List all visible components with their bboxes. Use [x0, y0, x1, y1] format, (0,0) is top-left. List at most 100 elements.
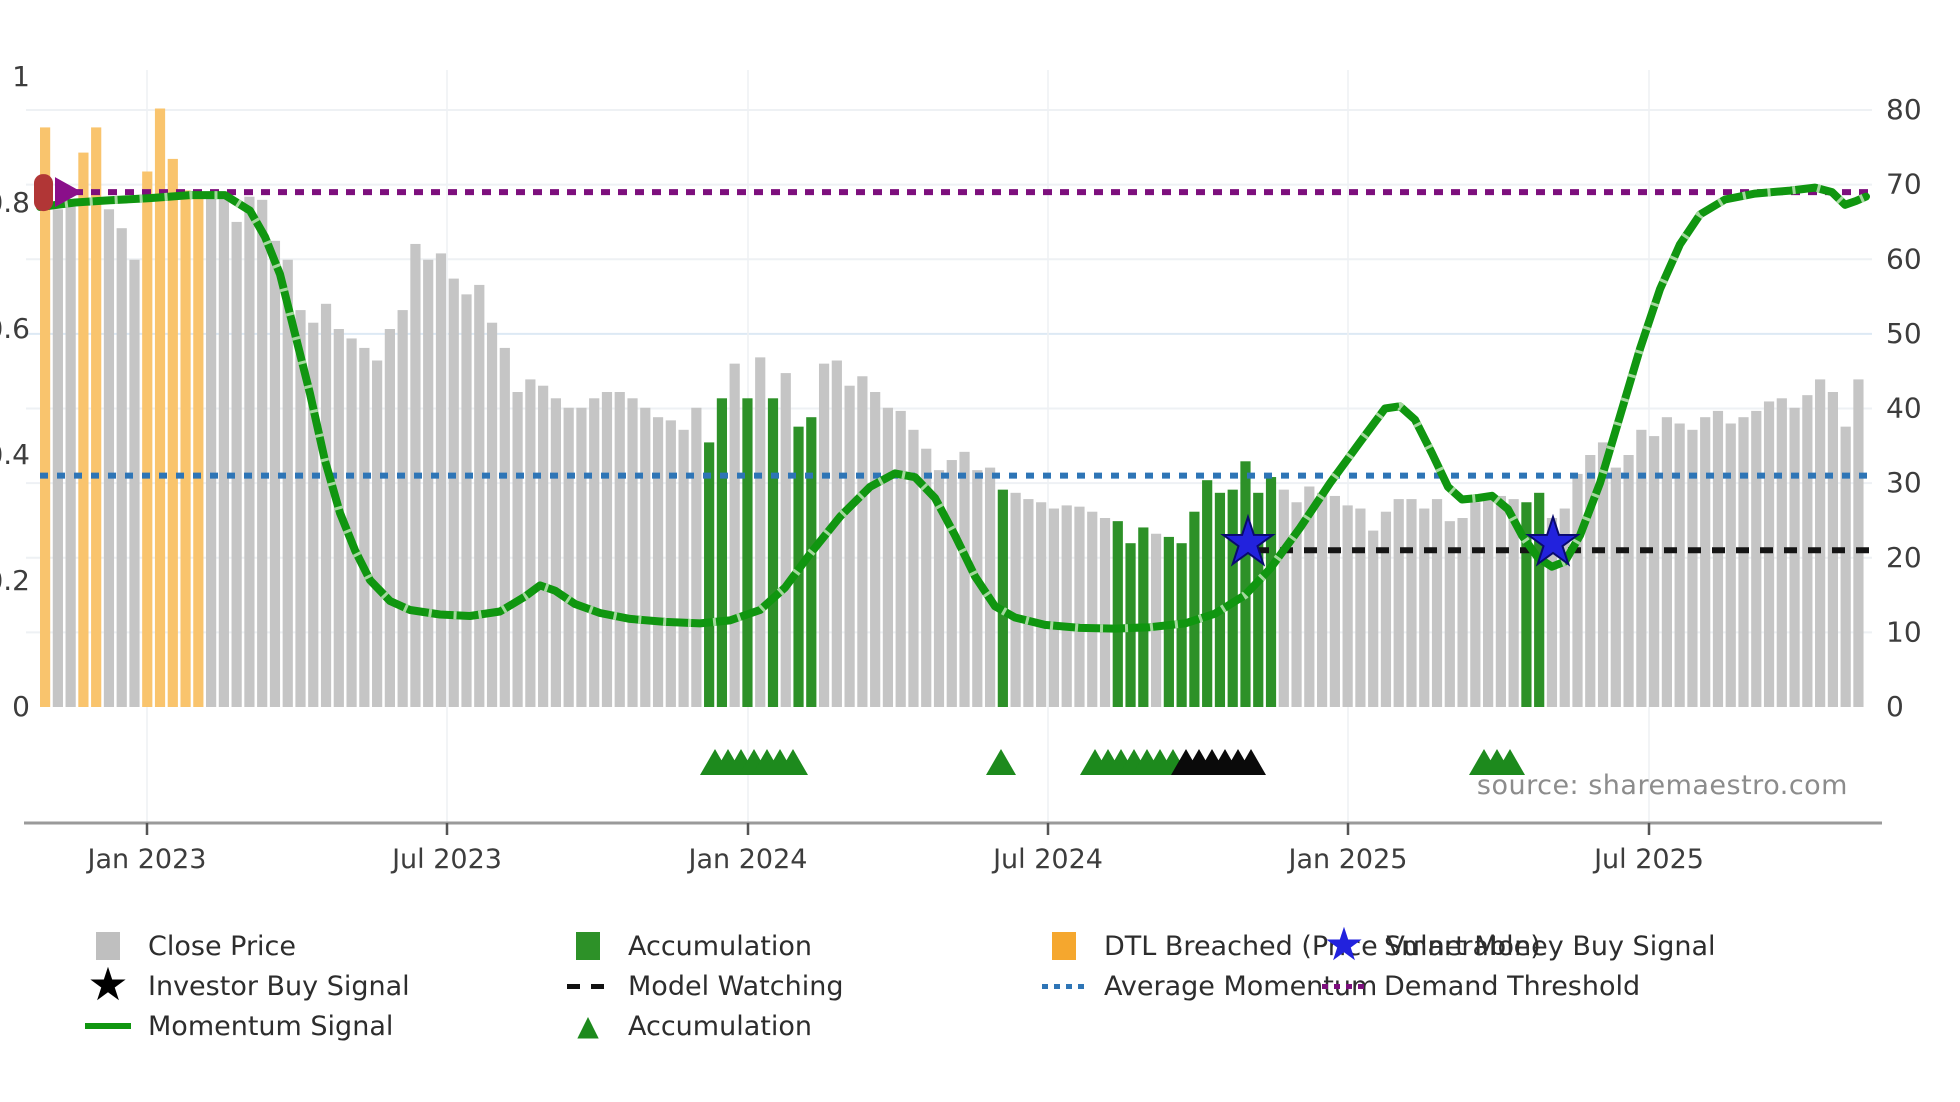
close-price-bar: [359, 347, 370, 707]
close-price-bar: [295, 310, 306, 707]
accumulation-bar: [806, 417, 817, 707]
close-price-bar: [908, 429, 919, 707]
close-price-bar: [1802, 395, 1813, 707]
legend-item-dtl-breached: DTL Breached (Price Vulnerable): [1036, 926, 1541, 966]
accumulation-bar: [742, 398, 753, 707]
close-price-bar: [844, 385, 855, 707]
right-tick-label: 50: [1886, 317, 1922, 350]
accumulation-bar: [997, 489, 1008, 707]
close-price-bar: [627, 398, 638, 707]
close-price-bar: [652, 417, 664, 707]
close-price-bar: [474, 284, 485, 707]
close-price-bar: [921, 448, 932, 707]
close-price-bar: [52, 209, 63, 708]
close-price-bar: [1087, 511, 1098, 707]
close-price-bar: [1789, 407, 1800, 707]
close-price-bar: [933, 470, 945, 707]
legend-label: Demand Threshold: [1384, 970, 1641, 1002]
close-price-bar: [1610, 467, 1621, 707]
close-price-bar: [678, 429, 689, 707]
close-price-bar: [1763, 401, 1775, 707]
close-price-bar: [231, 221, 242, 707]
close-price-bar: [1023, 499, 1034, 707]
close-price-bar: [206, 196, 217, 707]
investor-buy-triangle-icon: [1236, 749, 1266, 775]
x-tick-label: Jan 2024: [687, 844, 808, 875]
legend-label: Accumulation: [628, 930, 812, 962]
close-price-bar: [372, 360, 383, 707]
dtl-breached-bar: [167, 158, 178, 707]
close-price-bar: [1751, 410, 1762, 707]
accumulation-bar: [767, 398, 779, 707]
close-price-bar: [1738, 417, 1749, 707]
close-price-bar: [65, 203, 76, 707]
close-price-bar: [1840, 426, 1851, 707]
close-price-bar: [1712, 410, 1724, 707]
accumulation-bar: [704, 442, 715, 707]
close-price-bar: [1317, 492, 1328, 707]
right-axis-labels: 0 10 20 30 40 50 60 70 80: [1886, 93, 1922, 723]
close-price-bar: [282, 259, 293, 707]
close-price-bar: [525, 379, 536, 707]
close-price-bar: [129, 259, 140, 707]
close-price-bar: [1700, 417, 1711, 707]
green-line-icon: [85, 1023, 131, 1029]
accumulation-bar: [1265, 477, 1277, 707]
close-price-bar: [1457, 518, 1468, 707]
left-tick-label: 1: [12, 60, 30, 93]
right-tick-label: 10: [1886, 615, 1922, 648]
accumulation-bar: [1112, 521, 1123, 707]
close-price-bar: [1572, 473, 1583, 707]
close-price-swatch-icon: [96, 932, 120, 960]
legend-item-accumulation-triangle: ▲ Accumulation: [560, 1006, 843, 1046]
blue-star-icon: ★: [1323, 917, 1365, 971]
close-price-bar: [538, 385, 549, 707]
source-credit: source: sharemaestro.com: [1476, 770, 1848, 801]
left-tick-label: 0.6: [0, 312, 30, 345]
close-price-bar: [244, 196, 255, 707]
close-price-bar: [1687, 429, 1698, 707]
dtl-breached-bar: [142, 171, 153, 707]
accumulation-bar: [1214, 492, 1226, 707]
close-price-bar: [1725, 423, 1736, 707]
left-axis-labels: 0 0.2 0.4 0.6 0.8 1: [0, 60, 30, 723]
close-price-bar: [831, 360, 842, 707]
accumulation-bar: [1189, 511, 1200, 707]
accumulation-triangle-icon: [986, 749, 1016, 775]
dtl-breached-bar: [154, 108, 166, 707]
close-price-bar: [729, 363, 740, 707]
close-price-bar: [1444, 521, 1455, 707]
legend-item-smart-money-buy-signal: ★ Smart Money Buy Signal: [1316, 917, 1715, 971]
legend-label: Investor Buy Signal: [148, 970, 410, 1002]
close-price-bar: [550, 398, 561, 707]
accumulation-triangle-markers: [700, 749, 1525, 775]
x-tick-label: Jul 2024: [991, 844, 1103, 875]
close-price-bar: [870, 392, 881, 707]
close-price-bar: [1329, 495, 1340, 707]
legend-column-1: Close Price ★ Investor Buy Signal Moment…: [80, 926, 410, 1046]
close-price-bar: [1815, 379, 1826, 707]
close-price-bar: [1546, 518, 1558, 707]
close-price-bar: [397, 310, 408, 707]
green-triangle-icon: ▲: [577, 1009, 599, 1042]
legend-item-close-price: Close Price: [80, 926, 410, 966]
close-price-bar: [218, 196, 229, 707]
investor-buy-triangle-markers: [1171, 749, 1266, 775]
close-price-bar: [1470, 502, 1481, 707]
close-price-bar: [1380, 511, 1392, 707]
close-price-bar: [1304, 486, 1315, 707]
close-price-bar: [320, 303, 332, 707]
close-price-bar: [448, 278, 459, 707]
left-tick-label: 0.4: [0, 438, 30, 471]
accumulation-bar: [1521, 502, 1532, 707]
close-price-bar: [1431, 499, 1443, 707]
close-price-bar: [959, 451, 970, 707]
dtl-breached-bar: [91, 127, 102, 707]
close-price-bar: [1559, 508, 1570, 707]
close-price-bar: [589, 398, 600, 707]
close-price-bar: [384, 329, 395, 707]
accumulation-bar: [1534, 492, 1545, 707]
right-tick-label: 40: [1886, 392, 1922, 425]
close-price-bar: [1061, 505, 1072, 707]
